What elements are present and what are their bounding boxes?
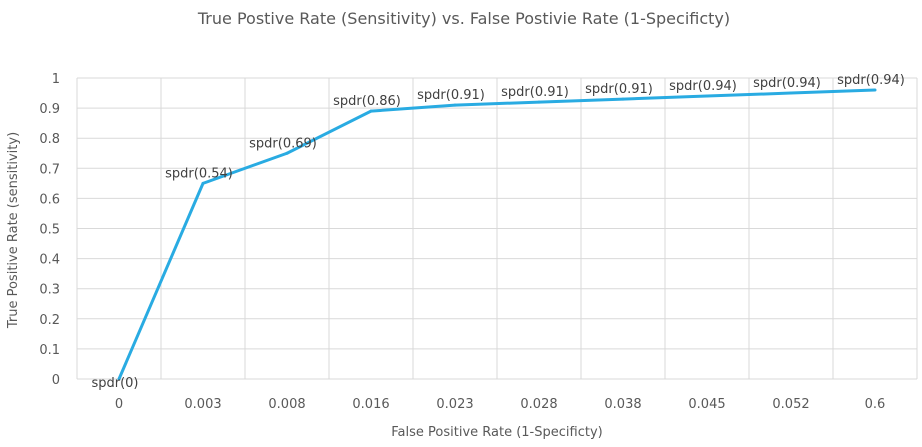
data-label: spdr(0.91) <box>417 88 485 103</box>
data-point <box>453 103 457 107</box>
y-tick-label: 0.4 <box>39 253 60 268</box>
y-tick-label: 0.2 <box>39 313 60 328</box>
x-tick-label: 0.038 <box>604 397 641 412</box>
y-tick-label: 1 <box>52 72 60 87</box>
x-axis-title: False Positive Rate (1-Specificty) <box>391 425 602 440</box>
data-point <box>117 377 121 381</box>
x-tick-label: 0.6 <box>865 397 886 412</box>
x-tick-label: 0.052 <box>772 397 809 412</box>
data-point <box>705 94 709 98</box>
series-layer <box>117 88 877 381</box>
y-tick-label: 0.3 <box>39 283 60 298</box>
x-tick-label: 0.023 <box>436 397 473 412</box>
y-axis-ticks: 0 0.1 0.2 0.3 0.4 0.5 0.6 0.7 0.8 0.9 1 <box>39 72 60 388</box>
y-tick-label: 0.9 <box>39 102 60 117</box>
y-tick-label: 0.7 <box>39 162 60 177</box>
y-axis-title: True Positive Rate (sensitivity) <box>6 132 21 329</box>
data-label: spdr(0.91) <box>501 85 569 100</box>
data-point <box>621 97 625 101</box>
x-tick-label: 0.008 <box>268 397 305 412</box>
data-point <box>537 100 541 104</box>
data-labels: spdr(0) spdr(0.54) spdr(0.69) spdr(0.86) spd… <box>91 73 904 391</box>
data-label: spdr(0.94) <box>669 79 737 94</box>
x-tick-label: 0.016 <box>352 397 389 412</box>
x-axis-ticks: 0 0.003 0.008 0.016 0.023 0.028 0.038 0.045 0.05… <box>115 397 885 412</box>
chart-title: True Postive Rate (Sensitivity) vs. Fals… <box>197 9 730 28</box>
y-tick-label: 0.8 <box>39 132 60 147</box>
data-label: spdr(0.54) <box>165 166 233 181</box>
x-tick-label: 0.028 <box>520 397 557 412</box>
series-line <box>117 88 876 380</box>
data-label: spdr(0.94) <box>753 76 821 91</box>
y-tick-label: 0.5 <box>39 223 60 238</box>
data-label: spdr(0.94) <box>837 73 905 88</box>
data-point <box>369 109 373 113</box>
x-tick-label: 0 <box>115 397 123 412</box>
data-point <box>285 151 289 155</box>
data-point <box>789 91 793 95</box>
gridlines <box>76 77 918 380</box>
x-tick-label: 0.045 <box>688 397 725 412</box>
x-tick-label: 0.003 <box>184 397 221 412</box>
data-label: spdr(0.91) <box>585 82 653 97</box>
y-tick-label: 0.1 <box>39 343 60 358</box>
data-label: spdr(0.86) <box>333 94 401 109</box>
data-point <box>873 88 877 92</box>
y-tick-label: 0.6 <box>39 192 60 207</box>
data-label: spdr(0) <box>91 376 138 391</box>
data-point <box>201 181 205 185</box>
data-label: spdr(0.69) <box>249 136 317 151</box>
y-tick-label: 0 <box>52 373 60 388</box>
